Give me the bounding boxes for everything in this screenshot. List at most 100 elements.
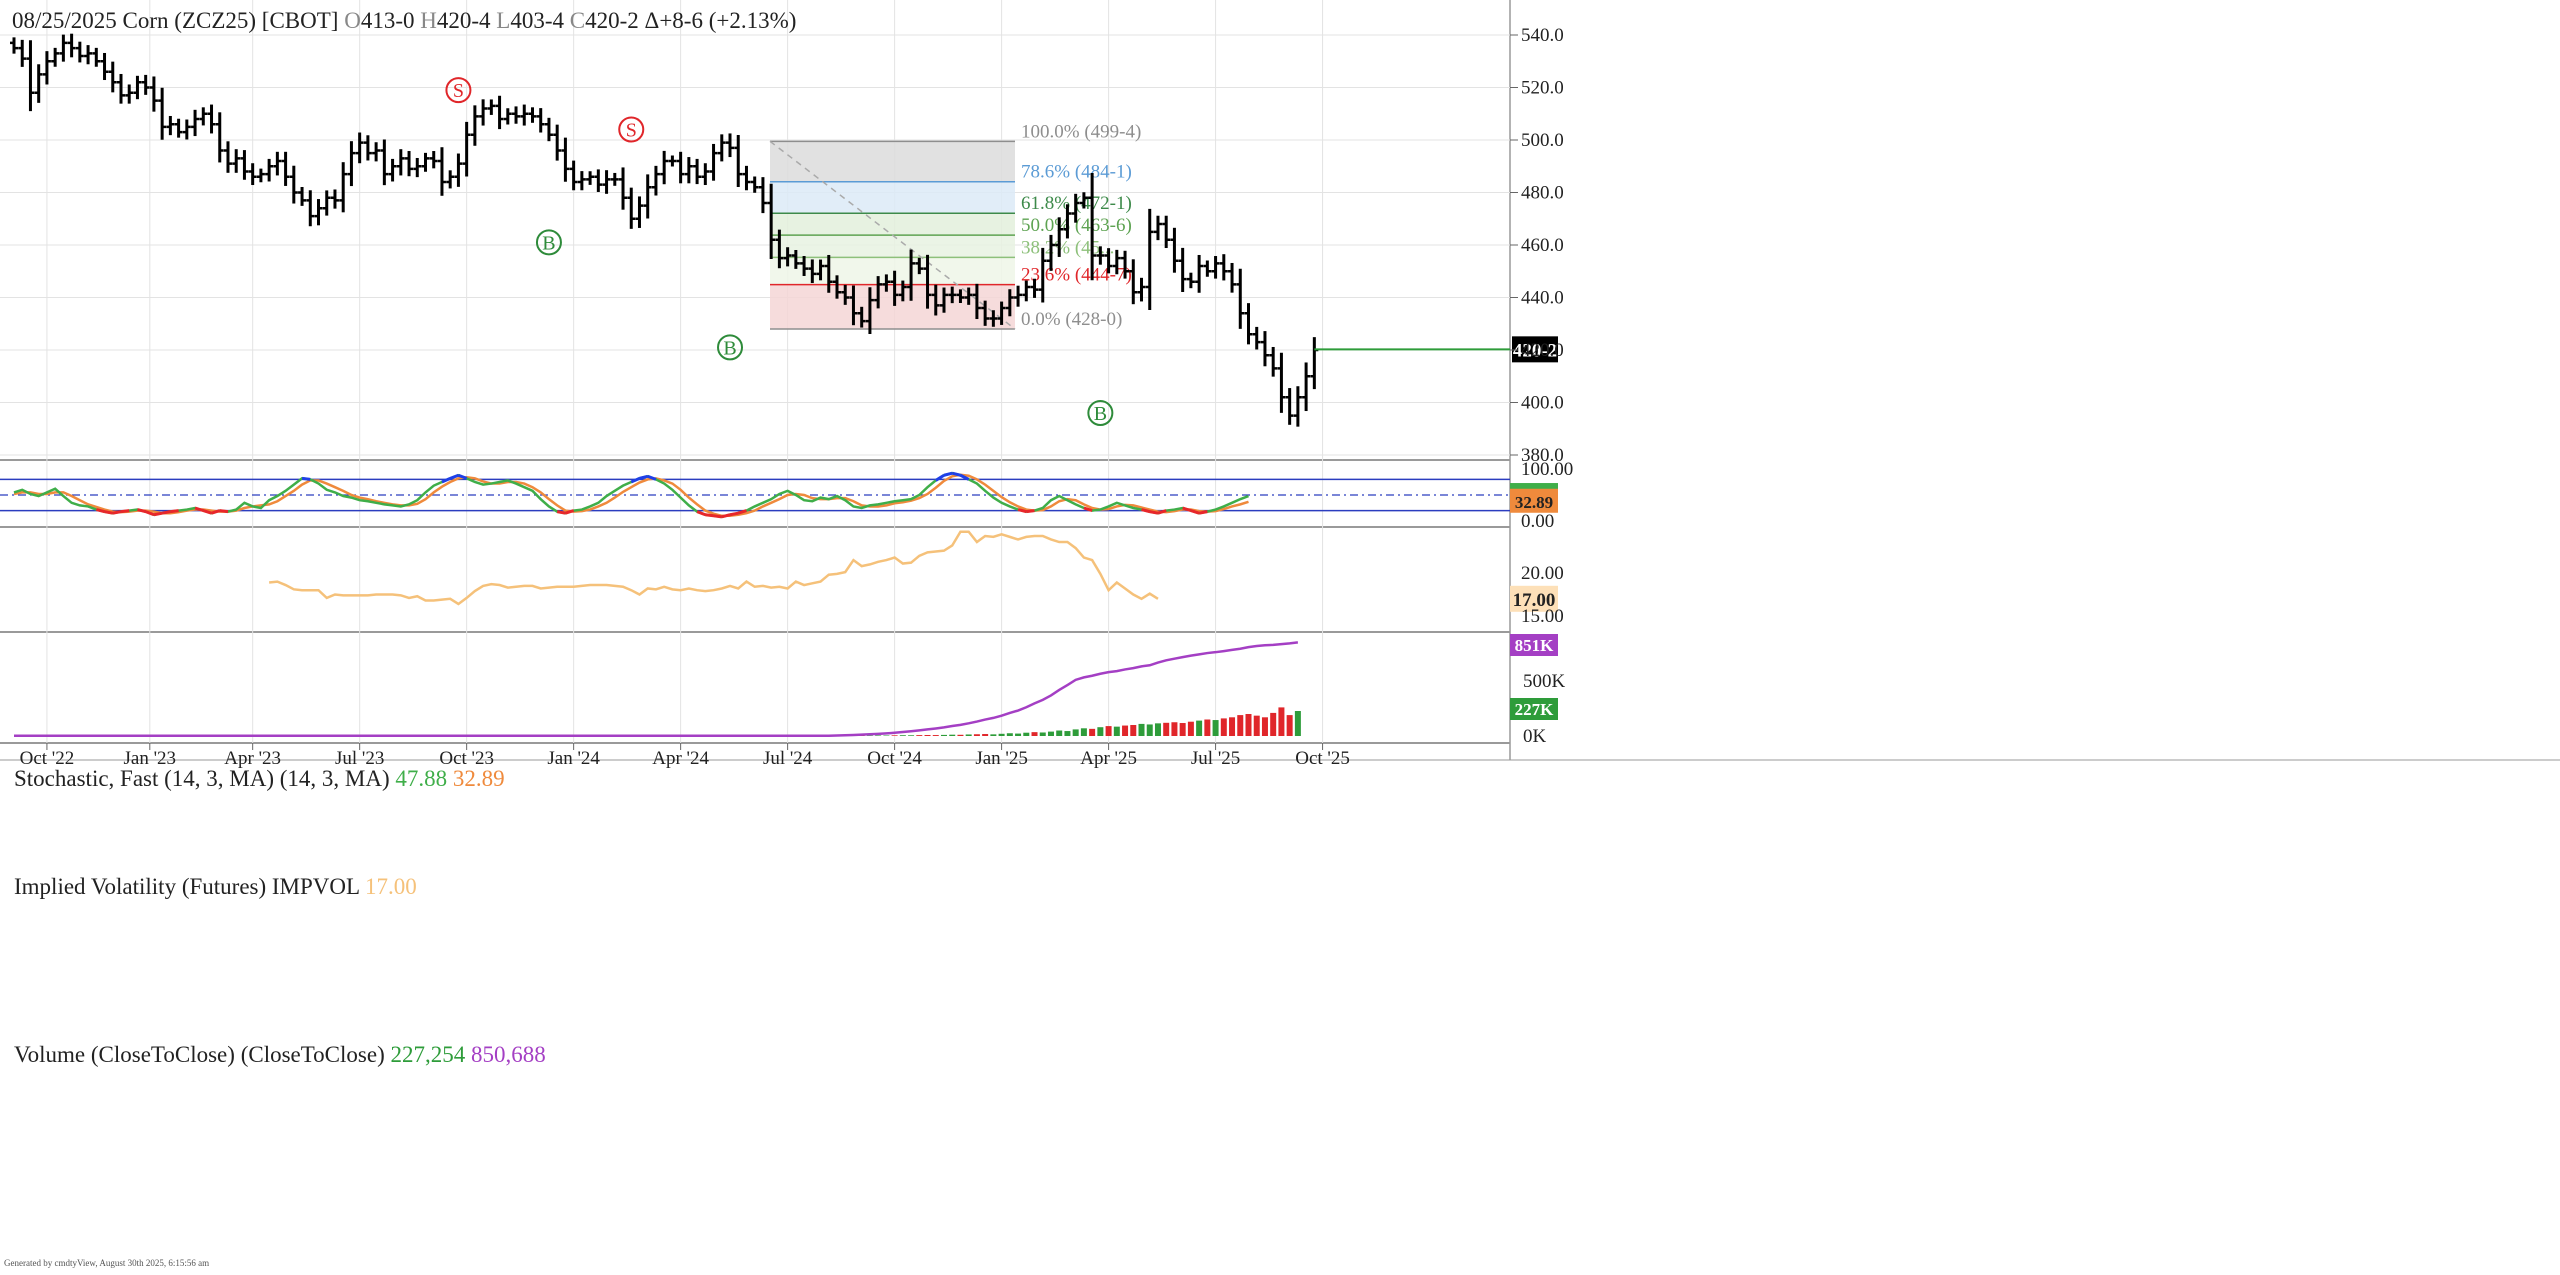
volume-bar	[1114, 727, 1120, 736]
volume-bar	[1196, 721, 1202, 736]
x-axis-label: Jul '24	[763, 748, 813, 769]
volume-bar	[1287, 715, 1293, 736]
stoch-overbought-segment	[639, 476, 647, 478]
signal-b-label: B	[723, 337, 736, 359]
volume-bar	[982, 734, 988, 736]
fib-level-label: 100.0% (499-4)	[1021, 121, 1141, 142]
x-axis-label: Jan '25	[975, 748, 1028, 769]
stoch-oversold-segment	[1142, 510, 1150, 512]
volume-bar	[1237, 715, 1243, 736]
volume-tag-text: 227K	[1515, 700, 1555, 719]
volume-bar	[957, 735, 963, 736]
volume-bar	[966, 734, 972, 736]
stoch-oversold-segment	[121, 511, 129, 512]
volume-bar	[1147, 724, 1153, 736]
stoch-oversold-segment	[1026, 511, 1034, 512]
stoch-oversold-segment	[113, 512, 121, 514]
stoch-oversold-segment	[705, 515, 713, 516]
volume-bar	[1221, 718, 1227, 736]
x-axis-label: Jul '25	[1191, 748, 1240, 769]
stoch-oversold-segment	[1018, 510, 1026, 512]
stoch-oversold-segment	[557, 512, 565, 514]
volume-legend: Volume (CloseToClose) (CloseToClose) 227…	[14, 1042, 546, 1067]
volume-bar	[1171, 722, 1177, 736]
volume-bar	[1023, 733, 1029, 736]
stoch-oversold-segment	[137, 510, 145, 512]
volume-bar	[1229, 717, 1235, 736]
volume-bar	[1278, 707, 1284, 736]
volume-bar	[1056, 731, 1062, 737]
volume-bar	[941, 735, 947, 736]
fib-zone	[770, 213, 1015, 235]
stoch-oversold-segment	[220, 511, 228, 512]
fib-level-label: 23.6% (444-7)	[1021, 265, 1132, 286]
volume-bar	[974, 734, 980, 736]
signal-b-label: B	[1094, 403, 1107, 425]
stoch-axis-label: 0.00	[1521, 511, 1554, 532]
volume-bar	[1015, 734, 1021, 736]
volume-bar	[933, 735, 939, 736]
fib-zone	[770, 182, 1015, 214]
volume-bar	[1089, 729, 1095, 736]
volume-bar	[1180, 723, 1186, 736]
volume-bar	[916, 735, 922, 736]
price-axis-label: 540.0	[1521, 25, 1564, 46]
price-axis-label: 480.0	[1521, 183, 1564, 204]
fib-zone	[770, 141, 1015, 181]
signal-b-label: B	[542, 232, 555, 254]
volume-cum-tag-text: 851K	[1515, 636, 1555, 655]
volume-bar	[1204, 720, 1210, 737]
volume-bar	[1097, 727, 1103, 736]
price-axis-label: 500.0	[1521, 130, 1564, 151]
x-axis-label: Oct '25	[1295, 748, 1350, 769]
volume-axis-label: 500K	[1523, 671, 1566, 692]
stoch-oversold-segment	[170, 511, 178, 512]
volume-bar	[1106, 726, 1112, 736]
x-axis-label: Jan '24	[547, 748, 600, 769]
x-axis-label: Oct '24	[867, 748, 922, 769]
volume-bar	[1163, 723, 1169, 736]
volume-bar	[1254, 716, 1260, 736]
stoch-overbought-segment	[302, 478, 310, 479]
price-axis-label: 420.0	[1521, 340, 1564, 361]
volume-bar	[900, 735, 906, 736]
volume-bar	[1122, 726, 1128, 736]
stoch-oversold-segment	[1199, 512, 1207, 514]
stoch-oversold-segment	[105, 512, 113, 514]
volume-bar	[1040, 732, 1046, 736]
stoch-oversold-segment	[96, 510, 104, 512]
stoch-oversold-segment	[162, 512, 170, 514]
price-axis-label: 400.0	[1521, 393, 1564, 414]
volume-bar	[1270, 713, 1276, 736]
signal-s-label: S	[453, 80, 464, 102]
volume-bar	[875, 735, 881, 736]
fib-zone	[770, 235, 1015, 257]
volume-bar	[949, 735, 955, 736]
volume-bar	[1262, 717, 1268, 736]
ivol-axis-label: 15.00	[1521, 606, 1564, 627]
volume-bar	[892, 735, 898, 736]
x-axis-label: Apr '24	[652, 748, 709, 769]
volume-bar	[1155, 723, 1161, 736]
stoch-axis-label: 100.00	[1521, 459, 1573, 480]
stoch-d-tag-text: 32.89	[1515, 493, 1553, 512]
volume-bar	[1007, 733, 1013, 736]
volume-bar	[1130, 725, 1136, 736]
x-axis-label: Apr '25	[1080, 748, 1137, 769]
volume-bar	[990, 734, 996, 736]
volume-bar	[1139, 724, 1145, 736]
ivol-legend: Implied Volatility (Futures) IMPVOL 17.0…	[14, 874, 417, 899]
volume-bar	[908, 735, 914, 736]
volume-bar	[1032, 732, 1038, 736]
footer-credit: Generated by cmdtyView, August 30th 2025…	[4, 1258, 209, 1268]
ivol-axis-label: 20.00	[1521, 563, 1564, 584]
volume-bar	[925, 735, 931, 736]
stoch-overbought-segment	[944, 473, 952, 475]
stoch-oversold-segment	[154, 513, 162, 515]
volume-bar	[1213, 720, 1219, 736]
price-axis-label: 460.0	[1521, 235, 1564, 256]
stoch-oversold-segment	[1150, 512, 1158, 514]
stoch-oversold-segment	[722, 515, 730, 517]
